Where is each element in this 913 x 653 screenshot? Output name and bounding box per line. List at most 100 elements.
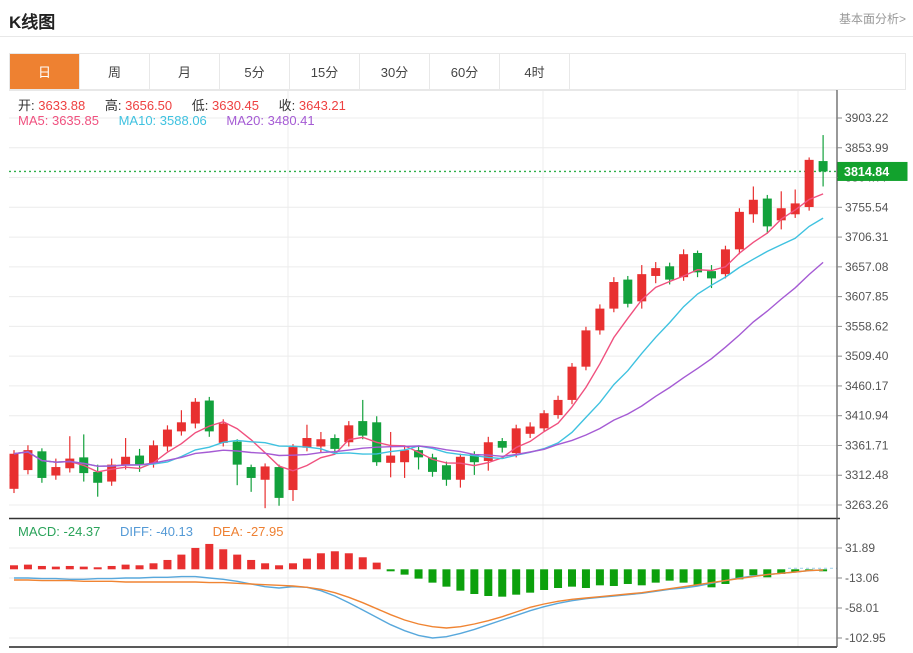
candle — [790, 203, 800, 215]
tab-5min[interactable]: 5分 — [220, 54, 290, 89]
macd-bar — [526, 569, 535, 593]
macd-bar — [763, 569, 772, 578]
macd-tick-label: -102.95 — [845, 631, 886, 645]
candle — [358, 421, 368, 436]
macd-bar — [358, 557, 367, 570]
macd-bar — [484, 569, 493, 596]
ma5-value: 3635.85 — [51, 113, 99, 128]
fundamental-analysis-link[interactable]: 基本面分析> — [838, 12, 906, 26]
candle — [135, 455, 145, 465]
ma20-label: MA20: — [226, 113, 264, 128]
macd-bar — [316, 553, 325, 570]
tab-15min[interactable]: 15分 — [290, 54, 360, 89]
macd-bar — [651, 569, 660, 583]
macd-bar — [289, 563, 297, 570]
tab-30min[interactable]: 30分 — [360, 54, 430, 89]
tab-week[interactable]: 周 — [80, 54, 150, 89]
high-value: 3656.50 — [125, 98, 173, 113]
candle — [330, 438, 340, 449]
candle — [567, 366, 577, 400]
price-tick-label: 3509.40 — [845, 349, 889, 363]
candle — [204, 400, 214, 432]
macd-bar — [400, 569, 409, 575]
macd-bar — [554, 569, 563, 588]
current-price-marker — [837, 161, 908, 181]
interval-tabbar: 日 周 月 5分 15分 30分 60分 4时 — [9, 53, 906, 90]
macd-bar — [233, 554, 242, 570]
ma5-label: MA5: — [18, 113, 49, 128]
ma10-label: MA10: — [118, 113, 157, 128]
price-tick-label: 3657.08 — [845, 260, 889, 274]
diff-label: DIFF: — [120, 524, 153, 539]
candle — [707, 271, 716, 279]
candle — [316, 439, 326, 447]
candle — [386, 455, 396, 463]
candle — [441, 465, 451, 480]
macd-bar — [93, 567, 102, 570]
price-tick-label: 3460.17 — [845, 379, 889, 393]
candle — [288, 447, 298, 491]
candle — [818, 161, 828, 172]
kline-chart[interactable]: 3903.223853.993804.773755.543706.313657.… — [0, 90, 913, 653]
tab-60min[interactable]: 60分 — [430, 54, 500, 89]
macd-bar — [707, 569, 716, 588]
price-tick-label: 3755.54 — [845, 200, 889, 214]
candle — [511, 428, 521, 454]
macd-bar — [163, 559, 172, 570]
candle — [776, 208, 786, 221]
macd-tick-label: -13.06 — [845, 571, 879, 585]
candle — [149, 445, 158, 464]
macd-bar — [37, 565, 46, 570]
tab-4hour[interactable]: 4时 — [500, 54, 570, 89]
candle — [539, 413, 549, 429]
candle — [483, 442, 493, 462]
candle — [679, 254, 689, 278]
candle — [190, 401, 200, 424]
close-value: 3643.21 — [298, 98, 346, 113]
price-tick-label: 3312.48 — [845, 468, 889, 482]
ma10-value: 3588.06 — [159, 113, 207, 128]
candle — [609, 282, 619, 309]
title-divider — [0, 36, 913, 37]
macd-bar — [498, 569, 507, 597]
macd-bar — [330, 551, 339, 570]
candle — [525, 426, 535, 434]
price-tick-label: 3361.71 — [845, 438, 889, 452]
price-tick-label: 3853.99 — [845, 141, 889, 155]
candle — [651, 268, 661, 276]
macd-tick-label: -58.01 — [845, 601, 879, 615]
price-tick-label: 3903.22 — [845, 111, 889, 125]
macd-bar — [107, 565, 116, 570]
dea-value: -27.95 — [246, 524, 284, 539]
macd-bar — [177, 554, 186, 570]
candle — [455, 456, 465, 480]
candle — [121, 456, 131, 465]
candle — [595, 308, 605, 331]
candle — [93, 471, 103, 483]
macd-bar — [344, 553, 353, 570]
candle — [428, 457, 437, 472]
candle — [720, 249, 730, 275]
candle — [274, 467, 284, 498]
macd-bar — [261, 563, 270, 570]
candle — [748, 199, 758, 215]
candle — [107, 464, 117, 482]
low-label: 低: — [191, 98, 209, 113]
macd-bar — [275, 565, 284, 570]
macd-bar — [609, 569, 618, 586]
candle — [37, 451, 47, 478]
macd-bar — [581, 569, 590, 588]
macd-bar — [623, 569, 632, 584]
candle — [344, 425, 354, 443]
diff-value: -40.13 — [156, 524, 194, 539]
current-price-value: 3814.84 — [844, 165, 889, 179]
candle — [553, 399, 563, 416]
macd-value: -24.37 — [63, 524, 101, 539]
tab-day[interactable]: 日 — [10, 54, 80, 89]
dea-line — [14, 569, 824, 629]
tab-month[interactable]: 月 — [150, 54, 220, 89]
candle — [23, 450, 33, 471]
macd-bar — [65, 565, 74, 570]
macd-bar — [665, 569, 674, 581]
